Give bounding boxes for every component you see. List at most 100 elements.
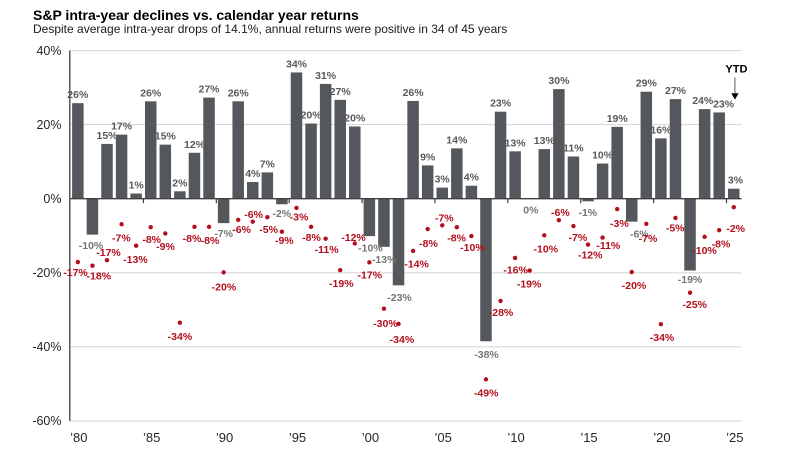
- svg-text:-13%: -13%: [372, 254, 397, 266]
- svg-text:-14%: -14%: [404, 259, 429, 271]
- svg-text:-16%: -16%: [503, 265, 528, 277]
- svg-text:27%: 27%: [665, 85, 687, 97]
- svg-text:YTD: YTD: [725, 63, 747, 75]
- svg-text:19%: 19%: [607, 113, 629, 125]
- svg-text:-49%: -49%: [474, 388, 499, 400]
- svg-text:-1%: -1%: [578, 207, 597, 219]
- svg-text:20%: 20%: [301, 110, 323, 122]
- svg-text:11%: 11%: [563, 143, 584, 155]
- svg-text:-5%: -5%: [666, 222, 685, 234]
- svg-text:-34%: -34%: [390, 334, 415, 346]
- svg-text:4%: 4%: [464, 172, 480, 184]
- svg-text:-6%: -6%: [630, 228, 649, 240]
- svg-text:’20: ’20: [653, 430, 670, 445]
- svg-text:’85: ’85: [143, 430, 160, 445]
- svg-text:-2%: -2%: [272, 208, 291, 220]
- svg-text:-19%: -19%: [517, 279, 542, 291]
- svg-text:29%: 29%: [636, 78, 658, 90]
- svg-text:-60%: -60%: [32, 414, 61, 428]
- svg-text:-13%: -13%: [123, 254, 148, 266]
- svg-text:-18%: -18%: [87, 270, 112, 282]
- svg-text:’25: ’25: [726, 430, 743, 445]
- svg-text:-19%: -19%: [329, 278, 354, 290]
- svg-text:-7%: -7%: [214, 228, 233, 240]
- svg-text:-12%: -12%: [341, 232, 366, 244]
- svg-text:-8%: -8%: [712, 238, 731, 250]
- svg-text:3%: 3%: [435, 174, 451, 186]
- svg-text:14%: 14%: [446, 134, 468, 146]
- svg-text:-28%: -28%: [489, 307, 514, 319]
- svg-text:-11%: -11%: [596, 240, 621, 252]
- svg-text:-8%: -8%: [447, 232, 466, 244]
- svg-text:-6%: -6%: [244, 209, 263, 221]
- svg-text:-20%: -20%: [622, 280, 647, 292]
- svg-text:-38%: -38%: [474, 349, 499, 361]
- svg-text:-20%: -20%: [32, 266, 61, 280]
- svg-text:12%: 12%: [184, 139, 206, 151]
- svg-text:3%: 3%: [728, 175, 744, 187]
- svg-text:-6%: -6%: [551, 207, 570, 219]
- svg-text:-8%: -8%: [142, 234, 161, 246]
- svg-text:-9%: -9%: [275, 235, 294, 247]
- svg-text:’05: ’05: [435, 430, 452, 445]
- svg-text:-30%: -30%: [373, 318, 398, 330]
- svg-text:1%: 1%: [129, 180, 145, 192]
- svg-text:-40%: -40%: [32, 340, 61, 354]
- svg-text:’95: ’95: [289, 430, 306, 445]
- svg-text:15%: 15%: [96, 130, 118, 142]
- svg-text:27%: 27%: [330, 86, 352, 98]
- svg-text:-10%: -10%: [692, 245, 717, 257]
- svg-text:-19%: -19%: [678, 274, 703, 286]
- svg-text:-10%: -10%: [460, 242, 485, 254]
- svg-text:16%: 16%: [650, 124, 672, 136]
- svg-text:27%: 27%: [198, 84, 220, 96]
- svg-text:30%: 30%: [548, 75, 570, 87]
- svg-text:-17%: -17%: [63, 267, 88, 279]
- svg-text:26%: 26%: [140, 87, 162, 99]
- svg-text:23%: 23%: [713, 98, 735, 110]
- svg-text:13%: 13%: [505, 137, 527, 149]
- svg-text:40%: 40%: [36, 44, 61, 58]
- svg-text:9%: 9%: [420, 151, 436, 163]
- svg-text:-6%: -6%: [232, 224, 251, 236]
- svg-text:-34%: -34%: [168, 331, 193, 343]
- svg-text:’90: ’90: [216, 430, 233, 445]
- svg-text:0%: 0%: [523, 204, 539, 216]
- svg-text:7%: 7%: [260, 158, 276, 170]
- svg-text:-2%: -2%: [726, 223, 745, 235]
- svg-text:31%: 31%: [315, 70, 337, 82]
- svg-text:-17%: -17%: [358, 270, 383, 282]
- svg-text:’15: ’15: [580, 430, 597, 445]
- svg-text:-7%: -7%: [639, 233, 658, 245]
- svg-text:-34%: -34%: [650, 332, 675, 344]
- svg-text:-8%: -8%: [201, 235, 220, 247]
- svg-text:26%: 26%: [228, 87, 250, 99]
- svg-text:-8%: -8%: [183, 233, 202, 245]
- svg-text:26%: 26%: [67, 89, 89, 101]
- svg-text:13%: 13%: [534, 135, 556, 147]
- svg-text:34%: 34%: [286, 58, 308, 70]
- svg-text:’00: ’00: [362, 430, 379, 445]
- svg-text:20%: 20%: [344, 113, 366, 125]
- svg-text:17%: 17%: [111, 121, 133, 133]
- svg-text:’10: ’10: [507, 430, 524, 445]
- svg-text:-7%: -7%: [112, 232, 131, 244]
- svg-text:-9%: -9%: [156, 241, 175, 253]
- svg-text:0%: 0%: [43, 192, 61, 206]
- svg-text:15%: 15%: [155, 131, 177, 143]
- svg-text:-23%: -23%: [387, 292, 412, 304]
- svg-text:-10%: -10%: [79, 240, 104, 252]
- svg-text:4%: 4%: [245, 168, 261, 180]
- svg-text:23%: 23%: [490, 98, 512, 110]
- svg-text:-12%: -12%: [578, 249, 603, 261]
- svg-text:-10%: -10%: [358, 242, 383, 254]
- svg-text:-17%: -17%: [96, 247, 121, 259]
- svg-text:-25%: -25%: [682, 299, 707, 311]
- svg-text:20%: 20%: [36, 118, 61, 132]
- svg-text:10%: 10%: [592, 150, 614, 162]
- svg-text:’80: ’80: [70, 430, 87, 445]
- svg-text:-7%: -7%: [435, 213, 454, 225]
- svg-text:24%: 24%: [692, 95, 714, 107]
- svg-text:26%: 26%: [403, 87, 425, 99]
- svg-text:2%: 2%: [172, 177, 188, 189]
